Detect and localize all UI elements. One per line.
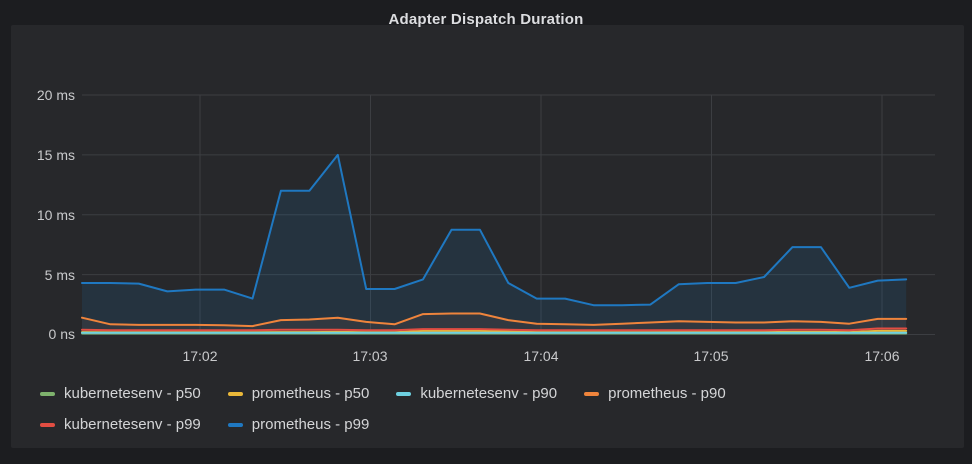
panel-title[interactable]: Adapter Dispatch Duration (388, 11, 584, 28)
series-color-swatch (227, 422, 243, 427)
legend-label: prometheus - p99 (251, 416, 370, 433)
legend-item-prometheus-p50[interactable]: prometheus - p50 (227, 383, 370, 404)
series-color-swatch (40, 391, 55, 396)
legend-item-kubernetesenv-p99[interactable]: kubernetesenv - p99 (40, 414, 201, 435)
y-tick-label: 10 ms (36, 207, 75, 223)
x-tick-label: 17:05 (693, 348, 729, 364)
x-tick-label: 17:02 (182, 348, 218, 364)
x-tick-label: 17:03 (352, 348, 388, 364)
legend-label: kubernetesenv - p90 (420, 385, 558, 402)
legend-label: prometheus - p90 (608, 385, 726, 402)
series-color-swatch (396, 391, 412, 396)
series-color-swatch (40, 422, 55, 427)
legend-label: prometheus - p50 (251, 385, 370, 402)
legend-item-prometheus-p90[interactable]: prometheus - p90 (584, 383, 726, 404)
legend-item-prometheus-p99[interactable]: prometheus - p99 (227, 414, 370, 435)
y-tick-label: 0 ns (48, 326, 75, 342)
legend: kubernetesenv - p50 prometheus - p50 kub… (40, 383, 830, 435)
series-color-swatch (584, 391, 600, 396)
legend-label: kubernetesenv - p50 (64, 385, 201, 402)
x-tick-label: 17:04 (523, 348, 559, 364)
y-tick-label: 15 ms (36, 147, 75, 163)
legend-label: kubernetesenv - p99 (64, 416, 201, 433)
y-tick-label: 20 ms (36, 87, 75, 103)
series-color-swatch (227, 391, 243, 396)
legend-item-kubernetesenv-p90[interactable]: kubernetesenv - p90 (396, 383, 557, 404)
legend-item-kubernetesenv-p50[interactable]: kubernetesenv - p50 (40, 383, 201, 404)
y-tick-label: 5 ms (44, 267, 75, 283)
x-tick-label: 17:06 (864, 348, 900, 364)
